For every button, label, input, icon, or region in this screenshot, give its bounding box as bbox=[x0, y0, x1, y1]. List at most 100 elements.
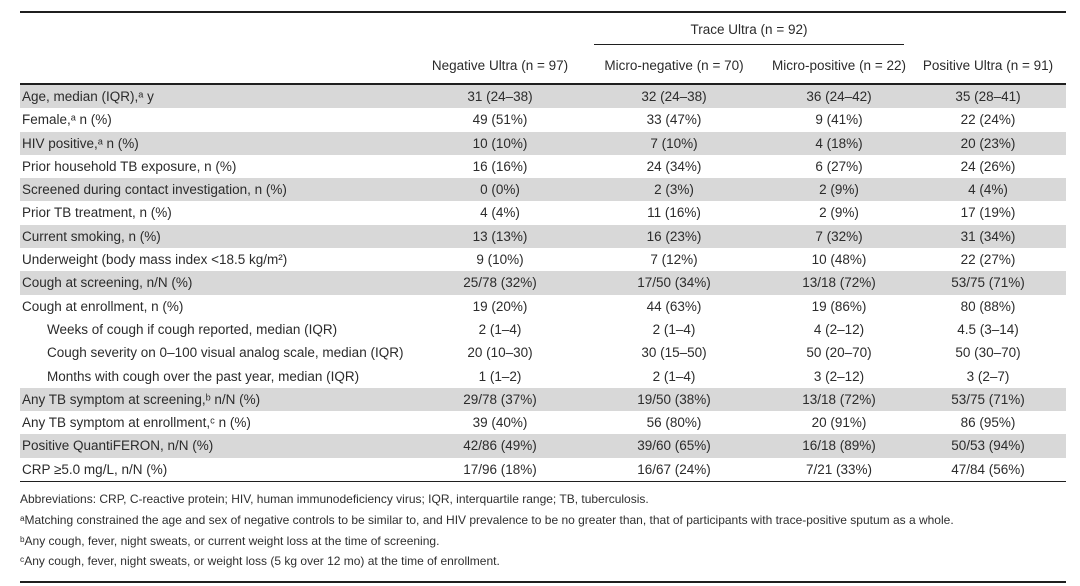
column-header-micro-negative: Micro-negative (n = 70) bbox=[580, 49, 768, 85]
row-label: Weeks of cough if cough reported, median… bbox=[47, 321, 338, 337]
table-body: Age, median (IQR),ᵃ y 31 (24–38) 32 (24–38… bbox=[20, 84, 1067, 483]
cell-value: 0 (0%) bbox=[480, 182, 520, 198]
cell-value: 16/67 (24%) bbox=[580, 457, 768, 483]
table-row: CRP ≥5.0 mg/L, n/N (%) 17/96 (18%) 16/67 (… bbox=[20, 457, 1067, 483]
row-label: HIV positive,ᵃ n (%) bbox=[22, 135, 139, 151]
column-header-row: Negative Ultra (n = 97) Micro-negative (… bbox=[20, 49, 1067, 85]
table-row: Cough severity on 0–100 visual analog sc… bbox=[20, 341, 1066, 364]
table-row: Positive QuantiFERON, n/N (%) 42/86 (49%)… bbox=[20, 434, 1067, 458]
table-row: Any TB symptom at screening,ᵇ n/N (%) 29/… bbox=[20, 387, 1067, 412]
cell-value: 17 (19%) bbox=[960, 205, 1016, 221]
cell-value: 7 (32%) bbox=[815, 228, 863, 244]
cell-value: 4 (18%) bbox=[815, 135, 863, 151]
cell-value: 2 (1–4) bbox=[652, 368, 696, 384]
row-label: Any TB symptom at enrollment,ᶜ n (%) bbox=[22, 415, 251, 431]
cell-value: 50/53 (94%) bbox=[951, 438, 1025, 454]
cell-value: 56 (80%) bbox=[646, 415, 702, 431]
cell-value: 4 (2–12) bbox=[813, 321, 865, 337]
cell-value: 36 (24–42) bbox=[806, 89, 872, 104]
cell-value: 50 (20–70) bbox=[806, 345, 872, 361]
row-label: Cough at enrollment, n (%) bbox=[22, 298, 184, 314]
column-header-micro-positive: Micro-positive (n = 22) bbox=[768, 49, 911, 85]
row-label: Any TB symptom at screening,ᵇ n/N (%) bbox=[22, 391, 261, 407]
cell-value: 80 (88%) bbox=[960, 298, 1016, 314]
cell-value: 7 (12%) bbox=[650, 252, 698, 268]
cell-value: 2 (1–4) bbox=[652, 321, 696, 337]
column-header-positive-ultra: Positive Ultra (n = 91) bbox=[910, 49, 1067, 85]
cell-value: 20 (91%) bbox=[811, 415, 867, 431]
row-label: Cough severity on 0–100 visual analog sc… bbox=[47, 345, 404, 361]
cell-value: 20 (10–30) bbox=[467, 345, 533, 361]
cell-value: 2 (9%) bbox=[819, 205, 859, 221]
cell-value: 4.5 (3–14) bbox=[957, 321, 1019, 337]
cell-value: 9 (41%) bbox=[815, 112, 863, 128]
span-header-cell: Trace Ultra (n = 92) bbox=[580, 12, 910, 49]
data-table: Trace Ultra (n = 92) Negative Ultra (n =… bbox=[20, 11, 1067, 483]
footnote-b: ᵇAny cough, fever, night sweats, or curr… bbox=[20, 533, 440, 548]
cell-value: 44 (63%) bbox=[646, 298, 702, 314]
column-header-empty bbox=[20, 49, 420, 85]
cell-value: 16 (16%) bbox=[472, 158, 528, 174]
cell-value: 2 (9%) bbox=[819, 182, 859, 198]
cell-value: 29/78 (37%) bbox=[463, 391, 537, 407]
trace-ultra-group-header: Trace Ultra (n = 92) bbox=[594, 13, 905, 45]
row-label: Age, median (IQR),ᵃ y bbox=[22, 89, 154, 104]
table-row: Cough at screening, n/N (%) 25/78 (32%) 17… bbox=[20, 271, 1067, 295]
cell-value: 13 (13%) bbox=[472, 228, 528, 244]
cell-value: 19 (86%) bbox=[811, 298, 867, 314]
cell-value: 1 (1–2) bbox=[478, 368, 522, 384]
table-row: Weeks of cough if cough reported, median… bbox=[20, 318, 1066, 341]
cell-value: 9 (10%) bbox=[476, 252, 524, 268]
cell-value: 35 (28–41) bbox=[955, 89, 1021, 104]
footnote-c: ᶜAny cough, fever, night sweats, or weig… bbox=[20, 554, 500, 569]
cell-value: 19 (20%) bbox=[472, 298, 528, 314]
span-header-spacer-left bbox=[20, 12, 580, 49]
characteristics-table: Trace Ultra (n = 92) Negative Ultra (n =… bbox=[20, 11, 1067, 584]
footnotes: Abbreviations: CRP, C-reactive protein; … bbox=[20, 482, 1066, 584]
cell-value: 20 (23%) bbox=[960, 135, 1016, 151]
table-row: Any TB symptom at enrollment,ᶜ n (%) 39 (… bbox=[20, 411, 1066, 434]
table-row: Prior household TB exposure, n (%) 16 (16… bbox=[20, 155, 1066, 178]
cell-value: 4 (4%) bbox=[480, 205, 520, 221]
cell-value: 2 (3%) bbox=[654, 182, 694, 198]
row-label: CRP ≥5.0 mg/L, n/N (%) bbox=[20, 457, 420, 483]
row-label: Months with cough over the past year, me… bbox=[47, 368, 360, 384]
cell-value: 25/78 (32%) bbox=[463, 275, 537, 291]
cell-value: 7/21 (33%) bbox=[768, 457, 911, 483]
table-row: Female,ᵃ n (%) 49 (51%) 33 (47%) 9 (41%) 22 … bbox=[20, 108, 1066, 131]
table-row: HIV positive,ᵃ n (%) 10 (10%) 7 (10%) 4 (18… bbox=[20, 131, 1067, 155]
cell-value: 42/86 (49%) bbox=[463, 438, 537, 454]
table-row: Cough at enrollment, n (%) 19 (20%) 44 (63… bbox=[20, 295, 1066, 318]
table-row: Age, median (IQR),ᵃ y 31 (24–38) 32 (24–38… bbox=[20, 84, 1067, 109]
row-label: Positive QuantiFERON, n/N (%) bbox=[22, 438, 214, 454]
cell-value: 10 (10%) bbox=[472, 135, 528, 151]
table-row: Current smoking, n (%) 13 (13%) 16 (23%) 7 … bbox=[20, 224, 1067, 249]
cell-value: 10 (48%) bbox=[811, 252, 867, 268]
table-row: Prior TB treatment, n (%) 4 (4%) 11 (16%) 2… bbox=[20, 201, 1066, 224]
row-label: Cough at screening, n/N (%) bbox=[22, 275, 193, 291]
cell-value: 32 (24–38) bbox=[641, 89, 707, 104]
cell-value: 53/75 (71%) bbox=[951, 275, 1025, 291]
cell-value: 7 (10%) bbox=[650, 135, 698, 151]
cell-value: 17/50 (34%) bbox=[637, 275, 711, 291]
cell-value: 53/75 (71%) bbox=[951, 391, 1025, 407]
cell-value: 39 (40%) bbox=[472, 415, 528, 431]
footnote-a: ᵃMatching constrained the age and sex of… bbox=[20, 512, 954, 527]
column-header-negative-ultra: Negative Ultra (n = 97) bbox=[420, 49, 580, 85]
cell-value: 3 (2–12) bbox=[813, 368, 865, 384]
cell-value: 31 (24–38) bbox=[467, 89, 533, 104]
cell-value: 11 (16%) bbox=[647, 205, 701, 221]
trace-ultra-group-label: Trace Ultra (n = 92) bbox=[690, 22, 808, 37]
cell-value: 16/18 (89%) bbox=[802, 438, 876, 454]
cell-value: 33 (47%) bbox=[646, 112, 702, 128]
cell-value: 3 (2–7) bbox=[966, 368, 1010, 384]
cell-value: 2 (1–4) bbox=[478, 321, 522, 337]
row-label: Underweight (body mass index <18.5 kg/m²… bbox=[22, 252, 288, 268]
cell-value: 86 (95%) bbox=[960, 415, 1016, 431]
row-label: Female,ᵃ n (%) bbox=[22, 112, 112, 128]
row-label: Current smoking, n (%) bbox=[22, 228, 161, 244]
row-label: Screened during contact investigation, n… bbox=[22, 182, 287, 198]
cell-value: 39/60 (65%) bbox=[637, 438, 711, 454]
cell-value: 50 (30–70) bbox=[955, 345, 1021, 361]
